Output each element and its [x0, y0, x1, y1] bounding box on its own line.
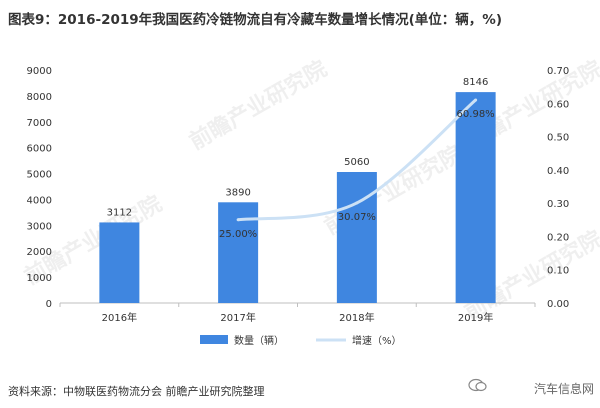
y-left-tick-label: 3000 — [27, 221, 52, 232]
x-tick-label: 2016年 — [102, 311, 137, 324]
data-labels: 3112 3890 5060 8146 25.00% 30.07% 60.98% — [107, 77, 495, 240]
y-right-tick-label: 0.70 — [547, 66, 569, 77]
line-data-label: 30.07% — [338, 212, 376, 223]
y-left-tick-label: 6000 — [27, 144, 52, 155]
watermark-logo: 前瞻产业研究院 — [185, 56, 331, 156]
wechat-icon — [468, 378, 487, 392]
bar — [455, 92, 496, 304]
y-right-tick-label: 0.60 — [547, 99, 569, 110]
chart-title: 图表9：2016-2019年我国医药冷链物流自有冷藏车数量增长情况(单位：辆，%… — [8, 12, 503, 28]
y-right-tick-label: 0.10 — [547, 266, 569, 277]
y-left-tick-label: 8000 — [27, 92, 52, 103]
x-tick-label: 2017年 — [220, 311, 255, 324]
y-left-tick-label: 2000 — [27, 247, 52, 258]
line-point — [355, 201, 359, 205]
bar-data-label: 3890 — [225, 187, 250, 198]
legend-label-bar: 数量（辆） — [234, 334, 284, 347]
line-data-label: 25.00% — [219, 229, 257, 240]
source-note: 资料来源：中物联医药物流分会 前瞻产业研究院整理 — [8, 385, 265, 398]
line-point — [474, 98, 478, 102]
y-left-tick-label: 1000 — [27, 273, 52, 284]
y-right-tick-label: 0.20 — [547, 232, 569, 243]
y-right-tick-label: 0.50 — [547, 133, 569, 144]
line-data-label: 60.98% — [457, 109, 495, 120]
watermark-text: 汽车信息网 — [533, 382, 594, 396]
bar — [99, 222, 140, 303]
y-right-tick-label: 0.00 — [547, 299, 569, 310]
y-left-tick-label: 5000 — [27, 170, 52, 181]
legend-label-line: 增速（%） — [352, 334, 402, 347]
y-left-tick-label: 0 — [46, 299, 52, 310]
bar — [336, 172, 377, 303]
legend-swatch-bar — [200, 335, 228, 344]
y-right-tick-label: 0.30 — [547, 199, 569, 210]
y-left-tick-label: 7000 — [27, 118, 52, 129]
bar — [218, 202, 259, 303]
bar-data-label: 3112 — [107, 207, 132, 218]
line-series — [236, 98, 478, 222]
line-point — [236, 218, 240, 222]
legend: 数量（辆） 增速（%） — [200, 334, 402, 347]
bar-series — [99, 92, 496, 304]
y-left-tick-label: 9000 — [27, 66, 52, 77]
bar-data-label: 5060 — [344, 157, 369, 168]
bar-data-label: 8146 — [463, 77, 488, 88]
x-tick-label: 2018年 — [339, 311, 374, 324]
x-tick-label: 2019年 — [458, 311, 493, 324]
y-right-tick-label: 0.40 — [547, 166, 569, 177]
y-left-tick-label: 4000 — [27, 195, 52, 206]
